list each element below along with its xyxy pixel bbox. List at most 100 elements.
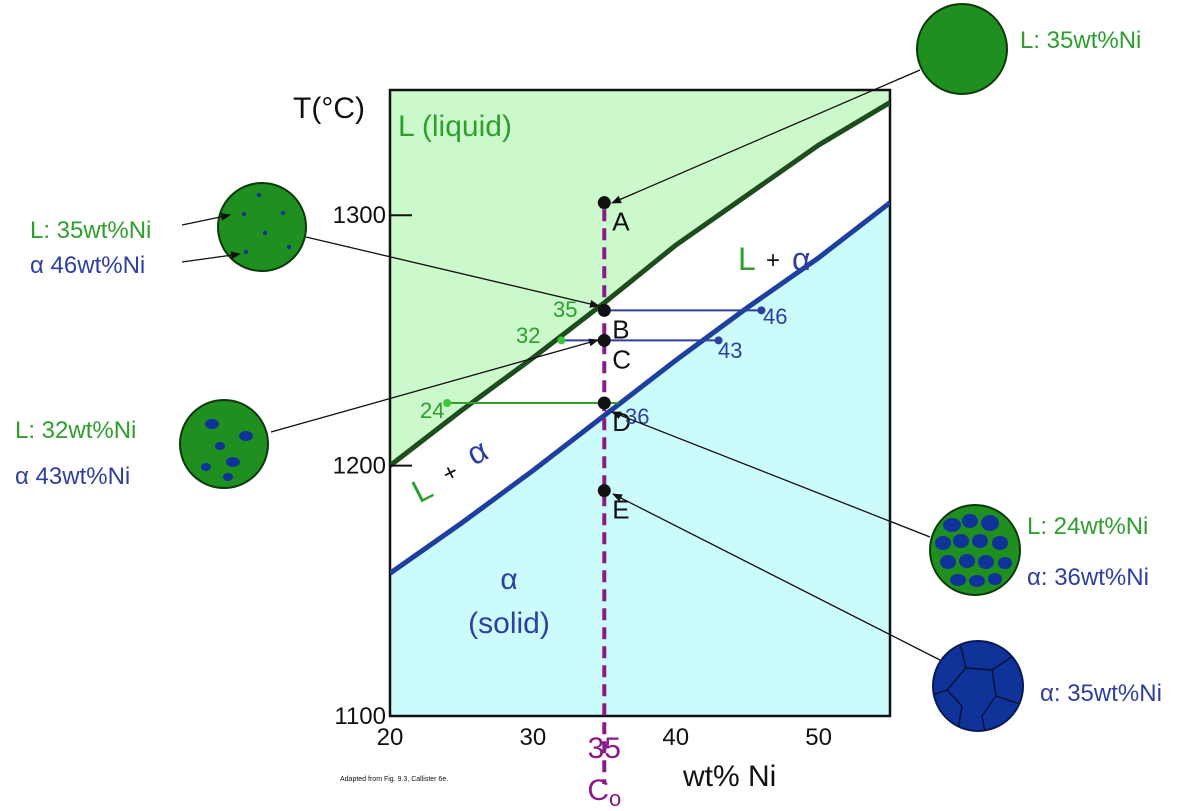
alpha-nucleus xyxy=(243,249,249,255)
solid-region xyxy=(390,202,890,716)
alpha-nucleus xyxy=(280,210,286,216)
micrograph-d-liquid-label: L: 24wt%Ni xyxy=(1027,513,1148,540)
micrograph-b-liquid-grain xyxy=(217,182,307,272)
point-a-label: A xyxy=(612,207,630,237)
micrograph-d-alpha-grains xyxy=(935,514,1012,587)
micrograph-c-alpha-grains xyxy=(201,419,253,481)
alpha-grain xyxy=(223,473,233,481)
alpha-grain xyxy=(959,554,975,568)
grain-boundary xyxy=(934,642,967,695)
tie-left-dot-c xyxy=(557,336,566,345)
arrow-to-point-e xyxy=(612,493,941,661)
alpha-nucleus xyxy=(262,230,268,236)
micrograph-e-alpha-grain xyxy=(932,640,1024,732)
point-c-marker xyxy=(597,333,611,347)
micrograph-b-liquid-label: L: 35wt%Ni xyxy=(30,217,151,244)
point-e-marker xyxy=(597,484,611,498)
arrow-to-point-d xyxy=(611,411,931,538)
solid-region-label: (solid) xyxy=(468,607,550,640)
tie-right-label-c: 43 xyxy=(718,338,742,363)
tie-left-dot-d xyxy=(443,399,452,407)
alpha-grain xyxy=(201,463,211,471)
tie-right-dot-b xyxy=(757,306,766,315)
y-tick-label: 1100 xyxy=(334,703,386,730)
micrograph-d-alpha-label: α: 36wt%Ni xyxy=(1027,564,1149,591)
point-a-marker xyxy=(597,196,611,210)
alpha-nucleus xyxy=(286,244,292,250)
x-tick-label: 50 xyxy=(805,724,832,751)
plot-frame xyxy=(388,88,892,718)
liquid-region xyxy=(390,90,890,466)
alpha-grain xyxy=(215,442,225,450)
x-tick-label: 20 xyxy=(377,724,404,751)
alpha-grain xyxy=(992,536,1008,550)
alpha-grain xyxy=(969,575,985,587)
alpha-grain xyxy=(943,518,961,532)
alpha-nucleus xyxy=(241,211,247,217)
point-b-marker xyxy=(597,303,611,317)
x-tick-label: 30 xyxy=(520,724,547,751)
arrow-to-point-b xyxy=(305,236,600,308)
y-tick-label: 1300 xyxy=(333,202,386,229)
upper-two-phase-l: L xyxy=(738,241,756,277)
composition-symbol-sub: o xyxy=(609,786,621,811)
alpha-grain xyxy=(978,555,994,569)
composition-symbol-label: Co xyxy=(587,774,621,811)
tie-left-label-b: 35 xyxy=(553,297,577,322)
tie-left-label-c: 32 xyxy=(516,323,540,348)
point-e-label: E xyxy=(612,495,629,525)
x-tick-label: 40 xyxy=(662,724,689,751)
upper-two-phase-plus: + xyxy=(766,247,780,274)
point-d-marker xyxy=(597,396,611,410)
micrograph-b xyxy=(217,182,307,272)
micrograph-c xyxy=(179,399,269,489)
arrow-to-point-c xyxy=(270,338,599,433)
micrograph-b-alpha-nuclei xyxy=(241,192,292,255)
alpha-grain xyxy=(950,574,966,586)
point-c-label: C xyxy=(612,344,631,374)
micrograph-d xyxy=(929,504,1021,596)
alpha-grain xyxy=(972,534,988,548)
alpha-grain xyxy=(988,573,1002,585)
micrograph-b-alpha-label: α 46wt%Ni xyxy=(30,252,145,279)
tie-left-label-d: 24 xyxy=(420,398,444,423)
alpha-grain xyxy=(935,536,951,550)
arrow-to-point-a xyxy=(611,69,921,204)
alpha-grain xyxy=(981,515,999,531)
grain-boundary xyxy=(981,669,997,731)
micrograph-c-liquid-label: L: 32wt%Ni xyxy=(15,417,136,444)
figure-footnote: Adapted from Fig. 9.3, Callister 6e. xyxy=(340,776,448,783)
micrograph-c-alpha-label: α 43wt%Ni xyxy=(15,463,130,490)
composition-value-label: 35 xyxy=(588,732,621,765)
two-phase-region xyxy=(390,102,890,574)
alpha-grain xyxy=(940,555,956,569)
liquidus-line xyxy=(390,100,890,468)
alpha-grain xyxy=(998,557,1012,569)
micrograph-a-liquid-grain xyxy=(916,3,1008,95)
arrow-alpha-b xyxy=(181,251,241,263)
liquid-region-label: L (liquid) xyxy=(398,110,512,143)
y-axis-label: T(°C) xyxy=(293,92,365,125)
grain-boundary xyxy=(995,695,1021,705)
alpha-grain xyxy=(226,457,240,467)
solidus-line xyxy=(390,200,890,576)
alpha-grain xyxy=(205,419,219,429)
arrow-liquid-b xyxy=(181,212,231,226)
solid-alpha-label: α xyxy=(500,563,517,596)
x-axis-label: wt% Ni xyxy=(682,760,776,793)
micrograph-e xyxy=(932,640,1024,732)
micrograph-a-label: L: 35wt%Ni xyxy=(1020,27,1141,54)
tie-right-dot-c xyxy=(714,336,723,345)
point-b-label: B xyxy=(612,314,629,344)
alpha-nucleus xyxy=(256,192,262,198)
tie-right-label-b: 46 xyxy=(763,304,787,329)
composition-symbol-main: C xyxy=(587,774,609,807)
alpha-grain xyxy=(962,514,978,528)
y-tick-label: 1200 xyxy=(333,453,386,480)
grain-boundary xyxy=(946,689,963,731)
upper-two-phase-alpha: α xyxy=(792,241,811,277)
micrograph-e-label: α: 35wt%Ni xyxy=(1040,680,1162,707)
alpha-grain xyxy=(953,534,969,548)
alpha-grain xyxy=(239,431,253,441)
